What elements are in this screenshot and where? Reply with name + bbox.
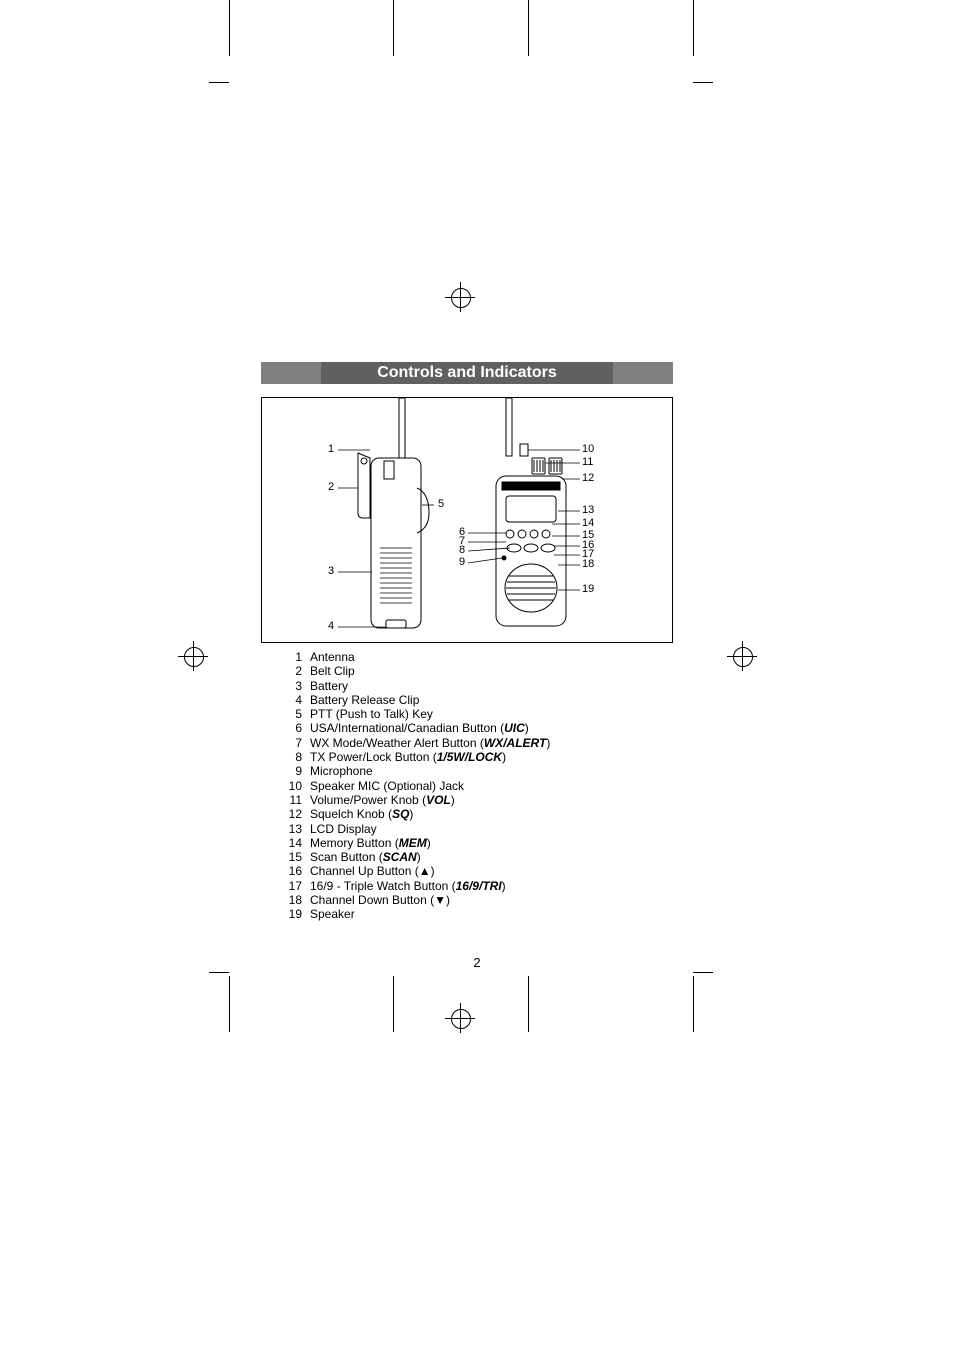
legend-text: Battery Release Clip xyxy=(310,693,419,707)
legend-row: 9Microphone xyxy=(280,764,550,778)
callout-13: 13 xyxy=(582,504,594,516)
legend-number: 3 xyxy=(280,679,310,693)
legend-number: 13 xyxy=(280,822,310,836)
legend-row: 16Channel Up Button (▲) xyxy=(280,864,550,878)
crop-mark xyxy=(229,0,230,56)
title-cap-left xyxy=(261,362,321,384)
callout-10: 10 xyxy=(582,443,594,455)
callout-12: 12 xyxy=(582,472,594,484)
legend-text: WX Mode/Weather Alert Button (WX/ALERT) xyxy=(310,736,550,750)
section-title: Controls and Indicators xyxy=(321,362,613,384)
crop-mark xyxy=(693,0,694,56)
registration-mark xyxy=(451,1009,471,1029)
callout-1: 1 xyxy=(328,443,334,455)
legend-number: 12 xyxy=(280,807,310,821)
legend-row: 3Battery xyxy=(280,679,550,693)
crop-mark xyxy=(209,972,229,973)
registration-mark xyxy=(184,647,204,667)
crop-mark xyxy=(693,972,713,973)
callout-18: 18 xyxy=(582,558,594,570)
legend-text: TX Power/Lock Button (1/5W/LOCK) xyxy=(310,750,506,764)
legend-row: 18Channel Down Button (▼) xyxy=(280,893,550,907)
legend-row: 1Antenna xyxy=(280,650,550,664)
registration-mark xyxy=(445,1018,475,1019)
crop-mark xyxy=(209,82,229,83)
legend-row: 2Belt Clip xyxy=(280,664,550,678)
controls-diagram: 1 2 5 3 4 6 7 8 9 10 11 12 13 14 15 16 1… xyxy=(261,397,673,643)
legend-number: 7 xyxy=(280,736,310,750)
legend-row: 11Volume/Power Knob (VOL) xyxy=(280,793,550,807)
legend-row: 15Scan Button (SCAN) xyxy=(280,850,550,864)
crop-mark xyxy=(693,82,713,83)
legend-text: Microphone xyxy=(310,764,373,778)
legend-number: 10 xyxy=(280,779,310,793)
page-number: 2 xyxy=(0,955,954,970)
legend-row: 12Squelch Knob (SQ) xyxy=(280,807,550,821)
callout-8: 8 xyxy=(459,544,465,556)
callout-5: 5 xyxy=(438,498,444,510)
registration-mark xyxy=(178,656,208,657)
legend-text: LCD Display xyxy=(310,822,377,836)
legend-row: 1716/9 - Triple Watch Button (16/9/TRI) xyxy=(280,879,550,893)
legend-row: 4Battery Release Clip xyxy=(280,693,550,707)
legend-number: 19 xyxy=(280,907,310,921)
legend-number: 8 xyxy=(280,750,310,764)
legend-number: 15 xyxy=(280,850,310,864)
legend-number: 11 xyxy=(280,793,310,807)
legend-row: 14Memory Button (MEM) xyxy=(280,836,550,850)
legend-list: 1Antenna2Belt Clip3Battery4Battery Relea… xyxy=(280,650,550,922)
legend-text: Volume/Power Knob (VOL) xyxy=(310,793,455,807)
callout-11: 11 xyxy=(582,456,593,468)
legend-row: 6USA/International/Canadian Button (UIC) xyxy=(280,721,550,735)
callout-19: 19 xyxy=(582,583,594,595)
registration-mark xyxy=(733,647,753,667)
title-cap-right xyxy=(613,362,673,384)
crop-mark xyxy=(393,976,394,1032)
legend-number: 2 xyxy=(280,664,310,678)
legend-number: 4 xyxy=(280,693,310,707)
legend-row: 8TX Power/Lock Button (1/5W/LOCK) xyxy=(280,750,550,764)
crop-mark xyxy=(693,976,694,1032)
legend-text: Channel Down Button (▼) xyxy=(310,893,450,907)
legend-text: Speaker MIC (Optional) Jack xyxy=(310,779,464,793)
callout-14: 14 xyxy=(582,517,594,529)
legend-text: Squelch Knob (SQ) xyxy=(310,807,413,821)
crop-mark xyxy=(528,0,529,56)
legend-number: 18 xyxy=(280,893,310,907)
callout-4: 4 xyxy=(328,620,334,632)
legend-row: 5PTT (Push to Talk) Key xyxy=(280,707,550,721)
legend-text: PTT (Push to Talk) Key xyxy=(310,707,433,721)
callout-9: 9 xyxy=(459,556,465,568)
legend-number: 6 xyxy=(280,721,310,735)
legend-text: USA/International/Canadian Button (UIC) xyxy=(310,721,529,735)
registration-mark xyxy=(451,288,471,308)
legend-number: 16 xyxy=(280,864,310,878)
legend-text: Channel Up Button (▲) xyxy=(310,864,435,878)
crop-mark xyxy=(528,976,529,1032)
section-title-bar: Controls and Indicators xyxy=(261,362,673,384)
registration-mark xyxy=(727,656,757,657)
legend-text: Memory Button (MEM) xyxy=(310,836,431,850)
legend-row: 19Speaker xyxy=(280,907,550,921)
registration-mark xyxy=(445,297,475,298)
legend-text: Scan Button (SCAN) xyxy=(310,850,421,864)
crop-mark xyxy=(229,976,230,1032)
legend-text: Battery xyxy=(310,679,348,693)
legend-number: 17 xyxy=(280,879,310,893)
radio-illustration xyxy=(262,398,672,642)
legend-text: 16/9 - Triple Watch Button (16/9/TRI) xyxy=(310,879,506,893)
legend-row: 7WX Mode/Weather Alert Button (WX/ALERT) xyxy=(280,736,550,750)
legend-number: 5 xyxy=(280,707,310,721)
callout-3: 3 xyxy=(328,565,334,577)
legend-text: Antenna xyxy=(310,650,355,664)
legend-row: 10Speaker MIC (Optional) Jack xyxy=(280,779,550,793)
legend-number: 14 xyxy=(280,836,310,850)
legend-text: Belt Clip xyxy=(310,664,355,678)
legend-row: 13LCD Display xyxy=(280,822,550,836)
callout-2: 2 xyxy=(328,481,334,493)
crop-mark xyxy=(393,0,394,56)
legend-number: 9 xyxy=(280,764,310,778)
legend-text: Speaker xyxy=(310,907,355,921)
legend-number: 1 xyxy=(280,650,310,664)
